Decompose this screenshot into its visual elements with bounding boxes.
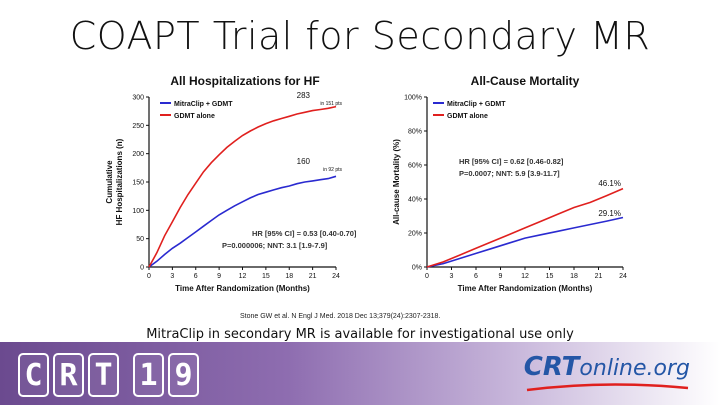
y-axis-label: All-cause Mortality (%) (392, 139, 401, 225)
annotation: 29.1% (598, 209, 621, 218)
logo-letter: 9 (168, 353, 199, 397)
logo-letter: R (53, 353, 84, 397)
y-tick-label: 80% (408, 129, 422, 136)
logo-letter: 1 (133, 353, 164, 397)
annotation: HR [95% CI] = 0.53 [0.40-0.70] (252, 229, 357, 238)
annotation: HR [95% CI] = 0.62 [0.46-0.82] (459, 157, 564, 166)
crt19-logo: C R T 1 9 (18, 353, 199, 397)
x-tick-label: 18 (285, 273, 293, 280)
slide-subtitle: MitraClip in secondary MR is available f… (146, 327, 574, 342)
legend-label: MitraClip + GDMT (174, 101, 233, 108)
annotation: P=0.0007; NNT: 5.9 [3.9-11.7] (459, 169, 560, 178)
x-tick-label: 0 (147, 273, 151, 280)
y-axis-label-line2: HF Hospitalizations (n) (115, 138, 124, 225)
crtonline-logo[interactable]: CRTonline.org (524, 352, 690, 382)
annotation: P=0.000006; NNT: 3.1 [1.9-7.9] (222, 241, 328, 250)
chart-title: All Hospitalizations for HF (170, 74, 319, 88)
x-tick-label: 18 (570, 273, 578, 280)
x-axis-label: Time After Randomization (Months) (458, 284, 593, 293)
charts-svg: All Hospitalizations for HF0501001502002… (105, 74, 627, 293)
legend-label: GDMT alone (174, 113, 215, 120)
swoosh-icon (526, 383, 689, 392)
footer-bar (0, 342, 720, 405)
y-tick-label: 60% (408, 163, 422, 170)
x-tick-label: 24 (619, 273, 627, 280)
y-tick-label: 50 (136, 236, 144, 243)
y-tick-label: 300 (132, 95, 144, 102)
charts-area: All Hospitalizations for HF 0 50 100 150 200 2… (100, 68, 640, 308)
x-tick-label: 21 (309, 273, 317, 280)
chart-title: All-Cause Mortality (471, 74, 580, 88)
x-tick-label: 9 (499, 273, 503, 280)
x-tick-label: 6 (474, 273, 478, 280)
y-tick-label: 100% (404, 95, 422, 102)
x-tick-label: 0 (425, 273, 429, 280)
logo-letter: T (88, 353, 119, 397)
y-axis-label-line1: Cumulative (105, 160, 114, 204)
series-line (148, 175, 337, 268)
series-line (148, 105, 337, 268)
x-tick-label: 6 (194, 273, 198, 280)
annotation: 160 (297, 157, 311, 166)
y-tick-label: 0% (412, 265, 422, 272)
y-tick-label: 150 (132, 180, 144, 187)
legend-label: MitraClip + GDMT (447, 101, 506, 108)
y-tick-label: 100 (132, 208, 144, 215)
x-tick-label: 24 (332, 273, 340, 280)
x-tick-label: 3 (170, 273, 174, 280)
x-tick-label: 15 (546, 273, 554, 280)
x-tick-label: 21 (595, 273, 603, 280)
x-tick-label: 15 (262, 273, 270, 280)
x-tick-label: 9 (217, 273, 221, 280)
y-tick-label: 200 (132, 151, 144, 158)
x-tick-label: 12 (521, 273, 529, 280)
logo-letter: C (18, 353, 49, 397)
annotation-sub: in 92 pts (323, 167, 342, 173)
annotation: 46.1% (598, 179, 621, 188)
y-tick-label: 250 (132, 123, 144, 130)
citation: Stone GW et al. N Engl J Med. 2018 Dec 1… (240, 313, 441, 320)
x-tick-label: 12 (239, 273, 247, 280)
crtonline-rest: online.org (579, 356, 690, 381)
y-tick-label: 20% (408, 231, 422, 238)
x-tick-label: 3 (450, 273, 454, 280)
crtonline-brand: CRT (523, 352, 580, 382)
y-tick-label: 40% (408, 197, 422, 204)
annotation-sub: in 151 pts (320, 101, 342, 107)
series-line (426, 216, 624, 268)
x-axis-label: Time After Randomization (Months) (175, 284, 310, 293)
legend-label: GDMT alone (447, 113, 488, 120)
slide-title: COAPT Trial for Secondary MR (69, 14, 651, 58)
y-tick-label: 0 (140, 265, 144, 272)
annotation: 283 (297, 91, 311, 100)
series-line (426, 187, 624, 268)
